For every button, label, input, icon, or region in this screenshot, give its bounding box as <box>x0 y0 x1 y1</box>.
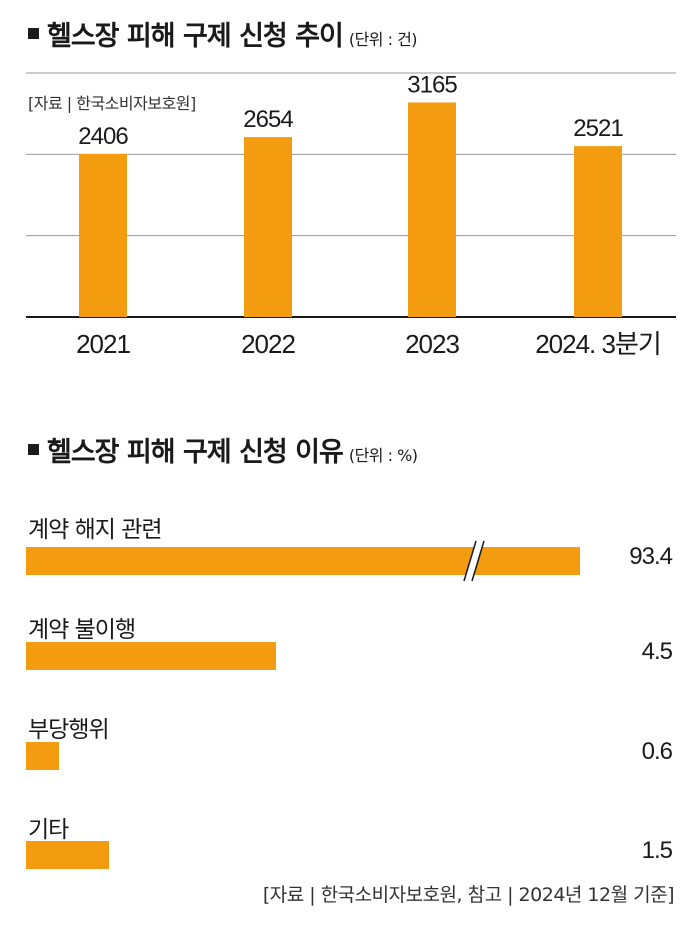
chart1-unit: (단위 : 건) <box>348 30 418 49</box>
data-label: 2406 <box>78 123 128 150</box>
category-label: 부당행위 <box>28 717 110 743</box>
tick-labels: 2021 2022 2023 2024. 3분기 <box>76 329 662 359</box>
break-line <box>471 540 485 582</box>
value-label: 4.5 <box>641 638 673 665</box>
value-label: 0.6 <box>641 738 673 765</box>
bar <box>26 841 110 869</box>
value-label: 1.5 <box>641 837 673 864</box>
bar <box>244 137 292 317</box>
tick-label: 2024. 3분기 <box>535 329 661 359</box>
data-label: 3165 <box>407 71 457 98</box>
category-label: 기타 <box>28 817 69 843</box>
bar <box>26 742 60 770</box>
grid-lines <box>26 72 676 318</box>
chart1-source: [자료 | 한국소비자보호원] <box>28 94 196 113</box>
chart2-unit: (단위 : %) <box>348 446 418 465</box>
axis-break-icon <box>463 540 485 582</box>
break-line <box>463 540 477 582</box>
chart2-title: 헬스장 피해 구제 신청 이유 (단위 : %) <box>28 430 418 469</box>
tick-label: 2021 <box>76 329 130 359</box>
bar <box>574 146 622 317</box>
chart2-title-text: 헬스장 피해 구제 신청 이유 <box>47 437 344 468</box>
category-label: 계약 해지 관련 <box>28 517 163 543</box>
chart2-footer: [자료 | 한국소비자보호원, 참고 | 2024년 12월 기준] <box>262 884 675 906</box>
value-labels: 2406 2654 3165 2521 <box>78 71 624 150</box>
data-label: 2654 <box>243 106 293 133</box>
value-label: 93.4 <box>629 543 673 570</box>
bar <box>26 547 580 575</box>
title-square-icon <box>28 444 39 455</box>
bar <box>408 102 456 317</box>
data-label: 2521 <box>573 115 623 142</box>
bar <box>26 642 276 670</box>
title-square-icon <box>28 28 39 39</box>
vertical-bar-chart: 2406 2654 3165 2521 2021 2022 2023 2024. 3분기 <box>26 71 676 359</box>
break-gap <box>464 541 484 581</box>
tick-label: 2023 <box>405 329 459 359</box>
tick-label: 2022 <box>241 329 295 359</box>
category-label: 계약 불이행 <box>28 617 136 643</box>
horizontal-bar-chart: 계약 해지 관련 93.4 계약 불이행 4.5 부당행위 0.6 기타 1.5 <box>0 490 696 890</box>
bar <box>79 153 127 317</box>
bars <box>79 102 622 317</box>
chart1-title-text: 헬스장 피해 구제 신청 추이 <box>47 21 344 52</box>
chart1-title: 헬스장 피해 구제 신청 추이 (단위 : 건) <box>28 14 418 53</box>
